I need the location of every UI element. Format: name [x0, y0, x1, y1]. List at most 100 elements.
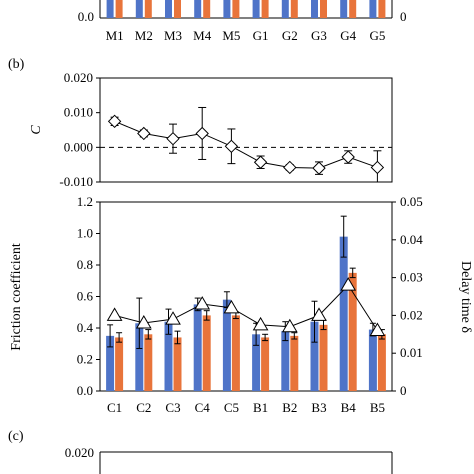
panel-b-c-ylabel: C: [29, 125, 44, 135]
panel-b-delay-line: [114, 284, 378, 331]
panel-a-ytick-right: 0: [400, 9, 407, 24]
panel-b-friction-bar-blue: [106, 335, 115, 391]
panel-b-delay-point: [135, 314, 152, 329]
panel-a-bar-stubs: [106, 0, 386, 18]
panel-b-xtick-label: C2: [136, 400, 151, 415]
panel-a-xtick: G3: [311, 28, 327, 43]
panel-b-friction-frame: [99, 201, 393, 392]
panel-b-delay-point: [223, 299, 240, 314]
panel-a-xtick: G2: [282, 28, 298, 43]
panel-b-xtick-label: C4: [195, 400, 211, 415]
panel-b-friction-ytick-label: 1.2: [77, 194, 93, 209]
panel-b-friction-plot: Friction coefficient Delay time δ 0.0 0.2…: [9, 194, 473, 415]
panel-b-friction-bar-blue: [222, 299, 231, 391]
panel-b-friction-bar-orange: [173, 337, 182, 391]
panel-b-xtick-label: C3: [165, 400, 180, 415]
panel-b-c-point: [283, 160, 297, 175]
panel-b-xtick-label: B3: [311, 400, 326, 415]
panel-a-bar-stub-blue: [135, 0, 143, 18]
panel-a-bar-stub-blue: [281, 0, 289, 18]
panel-a-bar-stub-orange: [174, 0, 181, 18]
panel-b-friction-bar-blue: [368, 329, 377, 391]
panel-b-c-ytick-label: -0.010: [59, 174, 93, 189]
panel-a-bar-stub-blue: [369, 0, 377, 18]
panel-b-friction-bar-blue: [135, 323, 144, 391]
panel-a-xtick: M1: [106, 28, 124, 43]
panel-a-bar-stub-blue: [252, 0, 260, 18]
panel-a-xtick: G4: [340, 28, 356, 43]
panel-b-friction-bar-orange: [290, 335, 299, 391]
panel-b-xtick-label: C5: [224, 400, 239, 415]
panel-b-friction-ytick-label: 0.4: [77, 320, 94, 335]
panel-b-delay-point: [252, 316, 269, 331]
panel-b-xtick-label: C1: [107, 400, 122, 415]
panel-b-xtick-label: B1: [253, 400, 268, 415]
panel-a-bar-stub-blue: [106, 0, 114, 18]
panel-b-delay-ytick-label: 0.03: [400, 270, 423, 285]
panel-b-c-point: [195, 126, 209, 141]
panel-a-xtick: G5: [369, 28, 385, 43]
panel-b-c-point: [166, 131, 180, 146]
panel-b-friction-bar-orange: [319, 324, 328, 391]
panel-b-friction-bar-orange: [261, 337, 270, 391]
panel-a-xtick: G1: [253, 28, 269, 43]
panel-b-c-point: [341, 150, 355, 164]
panel-b-delay-ytick-label: 0.01: [400, 345, 423, 360]
panel-b-friction-bar-blue: [252, 334, 261, 391]
panel-b-c-plot: C 0.020 0.010 0.000 -0.010: [29, 70, 393, 189]
panel-b-friction-ytick-label: 0.6: [77, 289, 94, 304]
panel-b-c-point: [253, 155, 268, 169]
panel-b-delay-point: [340, 277, 357, 291]
panel-b-c-ytick-label: 0.020: [64, 70, 93, 85]
panel-b-friction-bar-blue: [310, 321, 319, 391]
panel-a-bar-stub-orange: [203, 0, 211, 18]
panel-a-bar-stub-orange: [349, 0, 357, 18]
panel-b-friction-ylabel: Friction coefficient: [9, 243, 24, 351]
panel-a-bar-stub-orange: [115, 0, 123, 18]
panel-b-friction-bar-orange: [115, 337, 124, 391]
panel-a-xtick: M3: [164, 28, 182, 43]
panel-c-partial: 0.020: [65, 445, 393, 474]
panel-b-delay-ytick-label: 0.02: [400, 307, 423, 322]
panel-b-friction-bar-orange: [231, 315, 240, 391]
panel-a-ytick-left: 0.0: [78, 9, 94, 24]
panel-b-friction-bar-orange: [348, 272, 357, 391]
panel-b-friction-bar-orange: [377, 334, 386, 391]
panel-b-xtick-label: B5: [370, 400, 385, 415]
panel-a-bar-stub-orange: [261, 0, 269, 18]
panel-b-friction-bar-orange: [202, 315, 211, 391]
panel-b-delay-ytick-label: 0.05: [400, 194, 423, 209]
panel-b-delay-point: [311, 307, 327, 321]
panel-c-ytick-top: 0.020: [65, 445, 94, 460]
panel-a-xtick-labels: M1 M2 M3 M4 M5 G1 G2 G3 G4 G5: [106, 28, 386, 43]
panel-b-friction-ytick-label: 0.0: [77, 383, 93, 398]
panel-a-bar-stub-blue: [194, 0, 202, 18]
panel-a-xtick: M5: [222, 28, 240, 43]
panel-c-label: (c): [8, 429, 24, 444]
panel-a-bar-stub-orange: [320, 0, 327, 18]
panel-b-c-point: [312, 161, 326, 175]
panel-b-delay-point: [194, 296, 211, 310]
panel-a-bar-stub-orange: [290, 0, 298, 18]
panel-b-delay-ytick-label: 0.04: [400, 232, 423, 247]
panel-b-delay-point: [281, 318, 298, 333]
panel-b-c-series-line: [114, 120, 378, 169]
panel-b-friction-bar-orange: [144, 334, 153, 391]
panel-b-c-point: [224, 139, 239, 154]
panel-b-c-ytick-label: 0.000: [64, 139, 93, 154]
panel-a-bar-stub-blue: [223, 0, 231, 18]
panel-b-xtick-label: B2: [282, 400, 297, 415]
panel-b-friction-bar-blue: [193, 304, 202, 391]
panel-a-xtick: M2: [135, 28, 153, 43]
panel-a-bar-stub-orange: [378, 0, 386, 18]
panel-b-friction-ytick-label: 0.2: [77, 352, 93, 367]
panel-a-bar-stub-blue: [311, 0, 318, 18]
panel-b-label: (b): [8, 57, 25, 72]
panel-b-c-point: [107, 114, 122, 129]
panel-b-delay-ylabel: Delay time δ: [458, 261, 473, 333]
panel-b-delay-ytick-label: 0: [400, 383, 407, 398]
panel-b-friction-bar-blue: [164, 321, 173, 391]
panel-a-partial: 0.0 0 M1 M2 M3 M4 M5 G1 G2 G3 G4 G5: [78, 0, 407, 43]
panel-b-c-ytick-label: 0.010: [64, 105, 93, 120]
